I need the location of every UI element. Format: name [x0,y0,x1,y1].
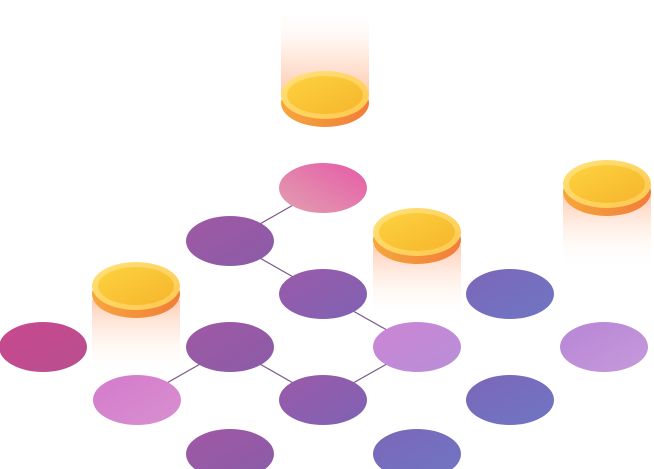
coin-middle [373,208,461,320]
network-node [0,322,87,372]
coin-right [563,160,651,270]
network-node [466,375,554,425]
network-node [279,163,367,213]
network-node [373,322,461,372]
coin-face [98,267,174,305]
coin-face [287,76,363,114]
network-node [373,429,461,469]
network-node [186,429,274,469]
network-node [466,269,554,319]
network-node [93,375,181,425]
coin-top [281,10,369,127]
network-node [279,375,367,425]
network-node [279,269,367,319]
network-nodes [0,163,648,469]
network-node [560,322,648,372]
coin-face [379,213,455,251]
coin-face [569,165,645,203]
network-node [186,322,274,372]
coin-left [92,262,180,375]
network-node [186,216,274,266]
